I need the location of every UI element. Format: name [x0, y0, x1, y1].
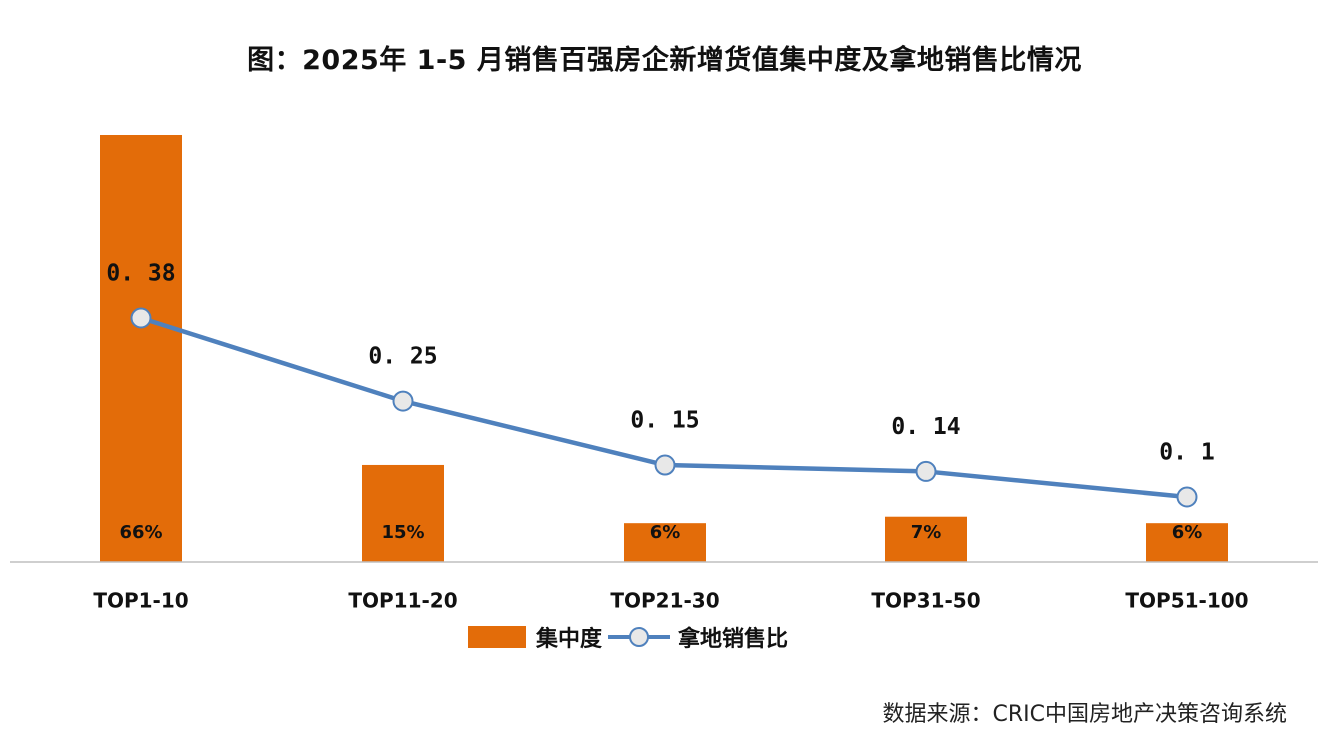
- line-label-top11-20: 0. 25: [368, 344, 437, 370]
- category-label-top51-100: TOP51-100: [1125, 589, 1248, 613]
- line-layer: [130, 307, 1198, 508]
- labels-layer: 66% 15% 6% 7% 6% 0. 38 0. 25 0. 15 0. 14 0. 1: [106, 261, 1214, 544]
- chart-title: 图：2025年 1-5 月销售百强房企新增货值集中度及拿地销售比情况: [247, 45, 1082, 76]
- legend-line-label: 拿地销售比: [678, 627, 789, 652]
- legend: 集中度 拿地销售比: [468, 620, 794, 654]
- line-point-top31-50: [915, 460, 937, 482]
- category-label-top21-30: TOP21-30: [610, 589, 719, 613]
- bar-label-top1-10: 66%: [119, 522, 162, 543]
- bar-top1-10: [100, 135, 182, 562]
- legend-item-bar: 集中度: [468, 621, 602, 653]
- category-label-top1-10: TOP1-10: [93, 589, 188, 613]
- line-point-top11-20: [392, 390, 414, 412]
- legend-bar-label: 集中度: [536, 627, 603, 652]
- bar-top51-100: [1146, 523, 1228, 562]
- category-labels: TOP1-10 TOP11-20 TOP21-30 TOP31-50 TOP51-100: [93, 589, 1248, 613]
- legend-line-swatch: [608, 627, 671, 647]
- bar-label-top51-100: 6%: [1172, 522, 1203, 543]
- line-label-top21-30: 0. 15: [630, 408, 699, 434]
- line-label-top1-10: 0. 38: [106, 261, 175, 287]
- line-point-top51-100: [1176, 486, 1198, 508]
- category-label-top31-50: TOP31-50: [871, 589, 980, 613]
- bar-label-top11-20: 15%: [381, 522, 424, 543]
- bar-label-top21-30: 6%: [650, 522, 681, 543]
- bar-top31-50: [885, 516, 967, 562]
- line-point-top1-10: [130, 307, 152, 329]
- bar-top11-20: [362, 464, 444, 562]
- line-label-top51-100: 0. 1: [1159, 440, 1214, 466]
- legend-bar-swatch: [468, 626, 526, 648]
- line-point-top21-30: [654, 454, 676, 476]
- bar-top21-30: [624, 523, 706, 562]
- bars-layer: [100, 135, 1228, 562]
- line-label-top31-50: 0. 14: [891, 414, 960, 440]
- legend-item-line: 拿地销售比: [608, 621, 788, 653]
- source-note: 数据来源：CRIC中国房地产决策咨询系统: [882, 702, 1288, 727]
- category-label-top11-20: TOP11-20: [348, 589, 457, 613]
- bar-label-top31-50: 7%: [911, 522, 942, 543]
